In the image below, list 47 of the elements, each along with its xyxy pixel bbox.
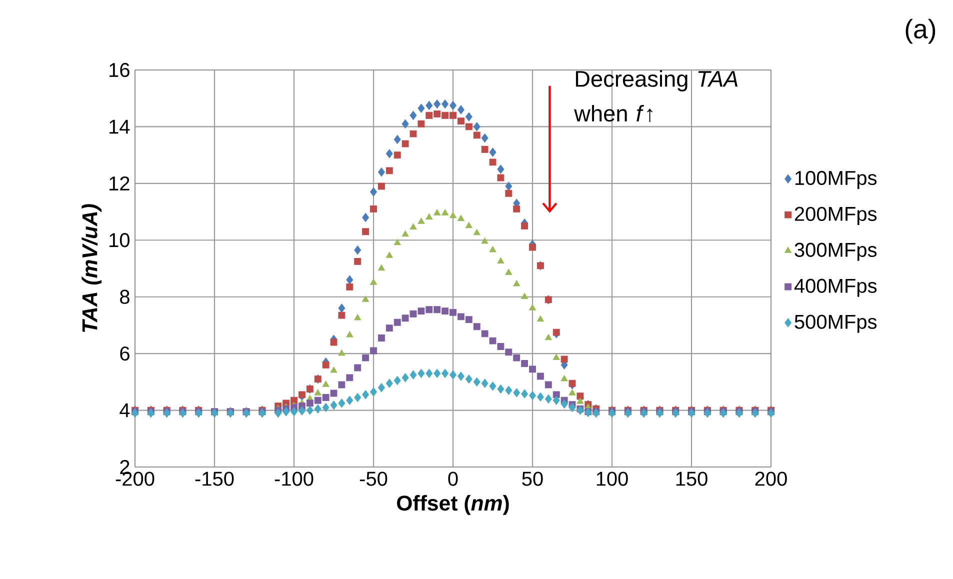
x-tick-label: 0 [448,472,458,486]
text: Decreasing TAA when f↑ [574,70,738,122]
y-tick-label: 14 [110,120,130,134]
point [338,304,346,313]
legend-label: 400MFps [794,278,877,297]
point [489,148,496,157]
x-tick-label: -150 [195,472,234,486]
x-tick-label: 50 [522,472,543,486]
point [442,99,449,109]
point [497,164,504,174]
point [402,119,409,128]
x-tick-label: 100 [596,472,628,486]
point [346,275,354,284]
point [505,182,512,191]
point [394,134,401,144]
legend-label: 300MFps [794,242,877,261]
x-tick-label: 150 [676,472,708,486]
point [426,100,433,110]
y-tick-label: 10 [110,233,130,248]
point [418,104,425,113]
y-tick-label: 6 [120,346,130,361]
legend-label: 500MFps [794,314,877,333]
point [386,149,393,158]
x-axis-title: Offset (nm) [396,495,509,515]
point [362,212,370,222]
point [410,110,417,120]
point [378,168,385,177]
y-tick-label: 8 [120,290,130,304]
point [450,100,456,110]
point [370,187,377,196]
x-tick-label: 200 [755,472,787,486]
y-axis-title: TAA (mV/uA) [82,204,102,332]
point [465,112,472,122]
y-tick-label: 12 [110,176,130,190]
point [473,122,480,132]
legend-label: 200MFps [794,206,877,225]
x-tick-label: -50 [360,472,388,486]
x-tick-label: -100 [274,472,314,486]
point [481,134,488,143]
point [457,105,464,114]
y-tick-label: 4 [120,403,130,418]
point [434,99,441,109]
text: (a) [906,18,936,44]
y-tick-label: 16 [110,62,130,78]
x-tick-label: -200 [116,472,154,486]
point [354,246,362,255]
legend-label: 100MFps [795,170,877,189]
